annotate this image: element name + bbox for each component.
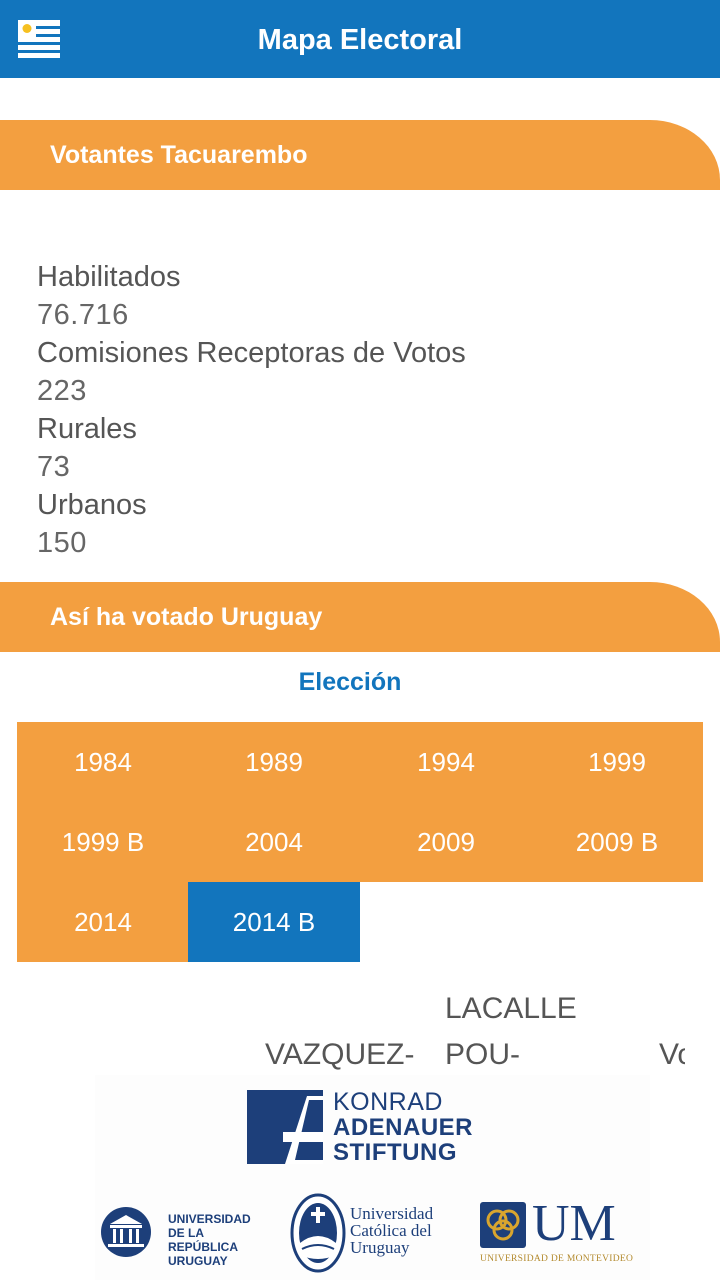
sponsor-logos: KONRAD ADENAUER STIFTUNG UNIVERSIDAD DE …	[95, 1075, 650, 1280]
ucu-line-3: Uruguay	[350, 1238, 410, 1257]
ucu-logo: Universidad Católica del Uruguay	[290, 1193, 450, 1275]
udelar-line-2: DE LA REPÚBLICA	[168, 1226, 239, 1254]
ucu-line-1: Universidad	[350, 1204, 434, 1223]
comisiones-value: 223	[37, 375, 87, 407]
candidates-area: VAZQUEZ- LACALLE POU- Vo	[0, 990, 720, 1080]
comisiones-label: Comisiones Receptoras de Votos	[37, 337, 466, 369]
rurales-label: Rurales	[37, 413, 137, 445]
year-button-1994[interactable]: 1994	[360, 722, 532, 802]
year-button-2004[interactable]: 2004	[188, 802, 360, 882]
year-button-2014-b[interactable]: 2014 B	[188, 882, 360, 962]
udelar-logo: UNIVERSIDAD DE LA REPÚBLICA URUGUAY	[100, 1203, 275, 1268]
kas-line-konrad: KONRAD	[333, 1088, 443, 1116]
candidate-label-partial: Vo	[659, 1038, 685, 1071]
candidate-label-vazquez: VAZQUEZ-	[265, 1038, 415, 1071]
kas-line-adenauer: ADENAUER	[333, 1114, 474, 1141]
votantes-stats: Habilitados 76.716 Comisiones Receptoras…	[37, 258, 697, 562]
habilitados-label: Habilitados	[37, 261, 181, 293]
year-button-1999-b[interactable]: 1999 B	[17, 802, 189, 882]
um-knot-icon	[480, 1202, 526, 1248]
um-subtitle: UNIVERSIDAD DE MONTEVIDEO	[480, 1254, 634, 1264]
udelar-line-1: UNIVERSIDAD	[168, 1212, 251, 1226]
year-button-1999[interactable]: 1999	[531, 722, 703, 802]
candidate-label-lacalle-line1: LACALLE	[445, 992, 577, 1025]
kas-logo: KONRAD ADENAUER STIFTUNG	[247, 1090, 487, 1165]
kas-mark-icon	[247, 1090, 323, 1164]
ucu-seal-icon	[290, 1193, 346, 1273]
candidate-label-lacalle-line2: POU-	[445, 1038, 520, 1071]
eleccion-label: Elección	[298, 668, 402, 696]
menu-button[interactable]	[18, 20, 60, 58]
udelar-building-icon	[101, 1207, 151, 1257]
uruguay-section-header: Así ha votado Uruguay	[0, 582, 720, 652]
kas-line-stiftung: STIFTUNG	[333, 1139, 457, 1166]
urbanos-label: Urbanos	[37, 489, 147, 521]
ucu-line-2: Católica del	[350, 1221, 432, 1240]
year-button-1984[interactable]: 1984	[17, 722, 189, 802]
um-letters: UM	[532, 1195, 616, 1252]
um-logo: UM UNIVERSIDAD DE MONTEVIDEO	[480, 1196, 645, 1270]
urbanos-value: 150	[37, 527, 87, 559]
votantes-section-header: Votantes Tacuarembo	[0, 120, 720, 190]
udelar-line-3: URUGUAY	[168, 1254, 228, 1268]
year-button-2014[interactable]: 2014	[17, 882, 189, 962]
habilitados-value: 76.716	[37, 299, 129, 331]
year-button-2009[interactable]: 2009	[360, 802, 532, 882]
uruguay-section-title: Así ha votado Uruguay	[50, 603, 323, 631]
votantes-section-title: Votantes Tacuarembo	[50, 141, 308, 169]
page-title: Mapa Electoral	[257, 24, 463, 56]
uruguay-flag-menu-icon	[18, 20, 60, 58]
year-button-1989[interactable]: 1989	[188, 722, 360, 802]
rurales-value: 73	[37, 451, 71, 483]
app-bar: Mapa Electoral	[0, 0, 720, 78]
year-button-2009-b[interactable]: 2009 B	[531, 802, 703, 882]
